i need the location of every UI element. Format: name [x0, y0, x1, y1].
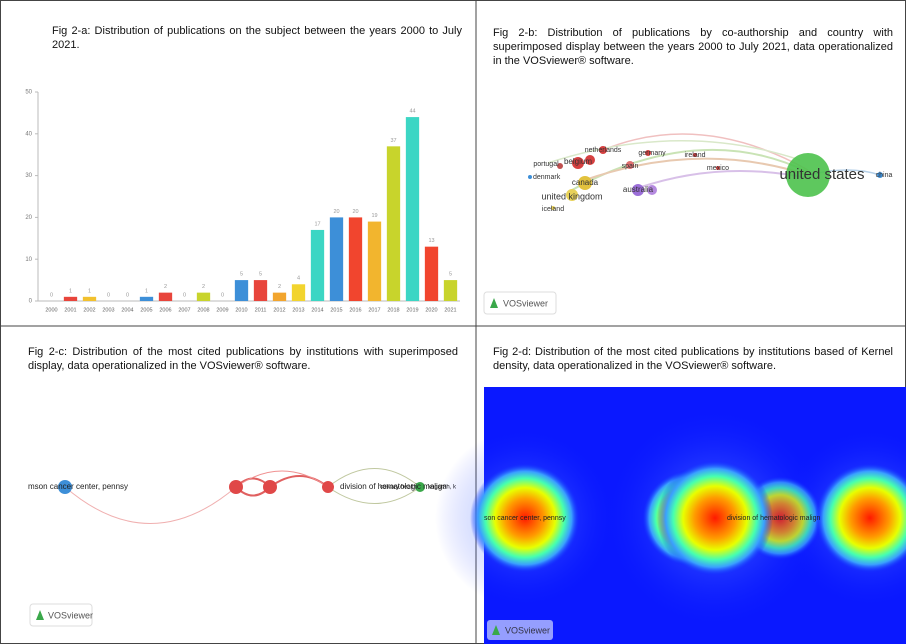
node-label: germany: [638, 150, 666, 157]
logo: VOSviewer: [505, 625, 550, 635]
value-label: 20: [333, 209, 339, 215]
value-label: 5: [240, 272, 243, 278]
x-tick-label: 2015: [330, 307, 342, 313]
x-tick-label: 2001: [64, 307, 76, 313]
node-label: mexico: [707, 165, 729, 172]
x-tick-label: 2007: [178, 307, 190, 313]
value-label: 1: [145, 288, 148, 294]
bar: [196, 292, 211, 301]
value-label: 2: [202, 284, 205, 290]
caption: Fig 2-b: Distribution of publications by…: [493, 27, 893, 67]
y-tick-label: 20: [25, 215, 32, 221]
bar: [348, 217, 363, 301]
node-label: australia: [623, 185, 654, 194]
bar: [158, 292, 173, 301]
value-label: 4: [297, 276, 300, 282]
value-label: 1: [69, 288, 72, 294]
node-label: united kingdom: [541, 191, 602, 201]
bar-chart: 0102030405020000200112002120030200402005…: [25, 90, 460, 313]
y-tick-label: 30: [25, 173, 32, 179]
bar: [291, 284, 306, 301]
x-tick-label: 2006: [159, 307, 171, 313]
bar: [82, 296, 97, 301]
node-label: united states: [779, 166, 864, 183]
x-tick-label: 2020: [425, 307, 437, 313]
node-label: denmark: [533, 174, 561, 181]
value-label: 5: [259, 272, 262, 278]
value-label: 1: [88, 288, 91, 294]
node-label: canada: [572, 178, 599, 187]
bar: [310, 229, 325, 301]
caption: Fig 2-c: Distribution of the most cited …: [28, 346, 458, 372]
x-tick-label: 2004: [121, 307, 133, 313]
x-tick-label: 2005: [140, 307, 152, 313]
bar: [139, 296, 154, 301]
logo: VOSviewer: [48, 610, 93, 620]
value-label: 5: [449, 272, 452, 278]
x-tick-label: 2000: [45, 307, 57, 313]
bar: [234, 280, 249, 301]
node-label: belgium: [564, 157, 592, 166]
x-tick-label: 2002: [83, 307, 95, 313]
logo: VOSviewer: [503, 298, 548, 308]
value-label: 0: [126, 292, 129, 298]
value-label: 2: [164, 284, 167, 290]
bar: [443, 280, 458, 301]
node-label: calvary health: [380, 485, 417, 491]
x-tick-label: 2012: [273, 307, 285, 313]
bar: [329, 217, 344, 301]
x-tick-label: 2010: [235, 307, 247, 313]
x-tick-label: 2014: [311, 307, 323, 313]
bar: [424, 246, 439, 301]
network-c: mson cancer center, pennsy division of h…: [28, 468, 457, 627]
value-label: 17: [314, 221, 320, 227]
node-label: mson cancer center, pennsy: [28, 482, 128, 491]
value-label: 0: [107, 292, 110, 298]
x-tick-label: 2018: [387, 307, 399, 313]
node-label: portugal: [533, 161, 559, 168]
x-tick-label: 2019: [406, 307, 418, 313]
bar: [272, 292, 287, 301]
value-label: 2: [278, 284, 281, 290]
value-label: 0: [221, 292, 224, 298]
network-b: united states united kingdom canada aust…: [483, 133, 893, 315]
caption: Fig 2-a: Distribution of publications on…: [52, 25, 462, 51]
caption: Fig 2-d: Distribution of the most cited …: [493, 346, 893, 372]
y-tick-label: 0: [29, 299, 33, 305]
x-tick-label: 2021: [444, 307, 456, 313]
x-tick-label: 2013: [292, 307, 304, 313]
x-tick-label: 2016: [349, 307, 361, 313]
y-tick-label: 40: [25, 131, 32, 137]
density-d: son cancer center, pennsy division of he…: [435, 387, 906, 644]
node-label: china: [876, 172, 893, 179]
value-label: 13: [428, 238, 434, 244]
value-label: 20: [352, 209, 358, 215]
bar: [367, 221, 382, 301]
y-tick-label: 50: [25, 90, 32, 96]
bar: [253, 280, 268, 301]
value-label: 19: [371, 213, 377, 219]
node-label: division of hematologic malign: [727, 515, 820, 522]
node-label: netherlands: [585, 147, 622, 154]
node-label: iceland: [542, 206, 564, 213]
x-tick-label: 2008: [197, 307, 209, 313]
x-tick-label: 2017: [368, 307, 380, 313]
node-label: spain: [622, 163, 639, 170]
value-label: 0: [50, 292, 53, 298]
bar: [63, 296, 78, 301]
value-label: 37: [390, 138, 396, 144]
x-tick-label: 2011: [255, 307, 267, 313]
bar: [405, 117, 420, 301]
x-tick-label: 2009: [216, 307, 228, 313]
node-label: division of hematologic malign: [340, 482, 447, 491]
value-label: 0: [183, 292, 186, 298]
x-tick-label: 2003: [102, 307, 114, 313]
value-label: 44: [409, 109, 415, 115]
bar: [386, 146, 401, 301]
y-tick-label: 10: [25, 257, 32, 263]
node-label: son cancer center, pennsy: [484, 515, 566, 522]
node-label: ireland: [684, 152, 705, 159]
